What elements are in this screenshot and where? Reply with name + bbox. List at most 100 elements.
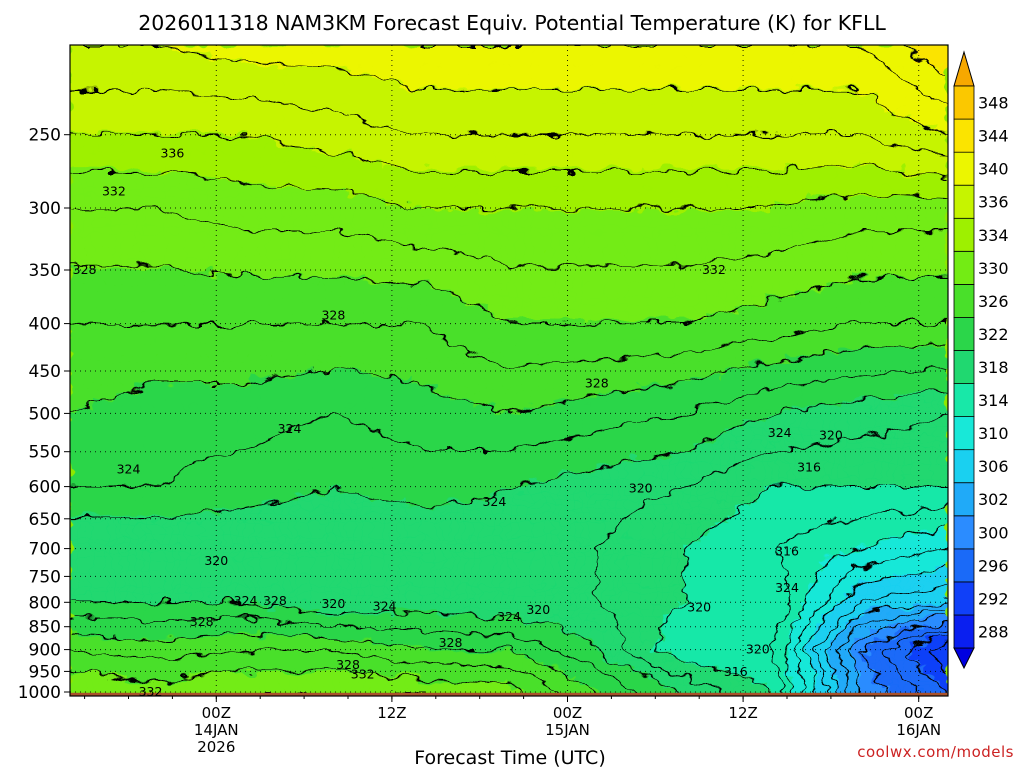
field-cell (311, 225, 320, 234)
field-cell (808, 254, 817, 263)
field-cell (179, 109, 188, 118)
field-cell (684, 131, 693, 140)
field-cell (450, 254, 459, 263)
field-cell (552, 182, 561, 190)
field-cell (150, 196, 159, 205)
field-cell (216, 117, 224, 125)
field-cell (142, 145, 151, 154)
field-cell (903, 80, 912, 89)
field-cell (801, 254, 810, 263)
field-cell (794, 283, 802, 292)
field-cell (259, 218, 268, 227)
field-cell (194, 66, 202, 75)
field-cell (186, 312, 195, 321)
field-cell (179, 218, 188, 227)
field-cell (311, 341, 320, 350)
field-cell (486, 276, 495, 284)
field-cell (208, 124, 217, 133)
field-cell (706, 297, 715, 306)
field-cell (918, 182, 927, 190)
field-cell (625, 290, 634, 299)
field-cell (918, 153, 927, 162)
field-cell (186, 254, 195, 263)
field-cell (406, 225, 415, 234)
field-cell (223, 290, 232, 299)
field-cell (457, 80, 466, 89)
field-cell (164, 276, 173, 284)
field-cell (303, 203, 312, 212)
field-cell (823, 232, 832, 241)
field-cell (245, 66, 254, 75)
field-cell (98, 268, 107, 277)
field-cell (911, 189, 920, 198)
field-cell (698, 131, 707, 140)
field-cell (216, 312, 224, 321)
field-cell (303, 196, 312, 205)
field-cell (391, 247, 400, 256)
field-cell (362, 254, 371, 263)
field-cell (720, 45, 729, 53)
field-cell (347, 305, 356, 313)
field-cell (77, 247, 85, 256)
field-cell (874, 131, 883, 140)
field-cell (728, 319, 737, 328)
field-cell (98, 240, 107, 248)
field-cell (289, 283, 298, 292)
field-cell (523, 203, 532, 212)
field-cell (355, 167, 363, 176)
field-cell (135, 312, 144, 321)
field-cell (867, 232, 876, 241)
field-cell (874, 102, 883, 111)
field-cell (186, 131, 195, 140)
field-cell (98, 66, 107, 75)
field-cell (296, 160, 305, 169)
field-cell (77, 174, 85, 183)
field-cell (296, 305, 305, 313)
field-cell (142, 297, 151, 306)
field-cell (347, 167, 356, 176)
field-cell (940, 232, 948, 241)
field-cell (223, 145, 232, 154)
field-cell (596, 196, 605, 205)
field-cell (391, 341, 400, 350)
field-cell (216, 145, 224, 154)
field-cell (735, 319, 744, 328)
field-cell (384, 145, 393, 154)
field-cell (311, 66, 320, 75)
field-cell (764, 189, 773, 198)
field-cell (742, 232, 751, 241)
field-cell (874, 160, 883, 169)
field-cell (691, 124, 700, 133)
field-cell (384, 334, 393, 342)
field-cell (764, 196, 773, 205)
field-cell (186, 305, 195, 313)
field-cell (237, 196, 246, 205)
field-cell (398, 102, 407, 111)
field-cell (845, 326, 854, 335)
field-cell (530, 305, 539, 313)
field-cell (303, 124, 312, 133)
field-cell (84, 102, 93, 111)
field-cell (523, 254, 532, 263)
field-cell (384, 276, 393, 284)
field-cell (647, 109, 656, 118)
field-cell (523, 124, 532, 133)
field-cell (113, 45, 122, 53)
field-cell (713, 283, 722, 292)
field-cell (757, 51, 766, 60)
field-cell (267, 261, 276, 270)
field-cell (355, 66, 363, 75)
field-cell (106, 240, 115, 248)
field-cell (925, 254, 934, 263)
field-cell (106, 160, 115, 169)
field-cell (245, 297, 254, 306)
field-cell (720, 232, 729, 241)
field-cell (837, 261, 846, 270)
field-cell (859, 174, 868, 183)
field-cell (347, 334, 356, 342)
field-cell (713, 124, 722, 133)
field-cell (728, 232, 737, 241)
field-cell (508, 102, 517, 111)
field-cell (845, 211, 854, 219)
field-cell (420, 225, 429, 234)
